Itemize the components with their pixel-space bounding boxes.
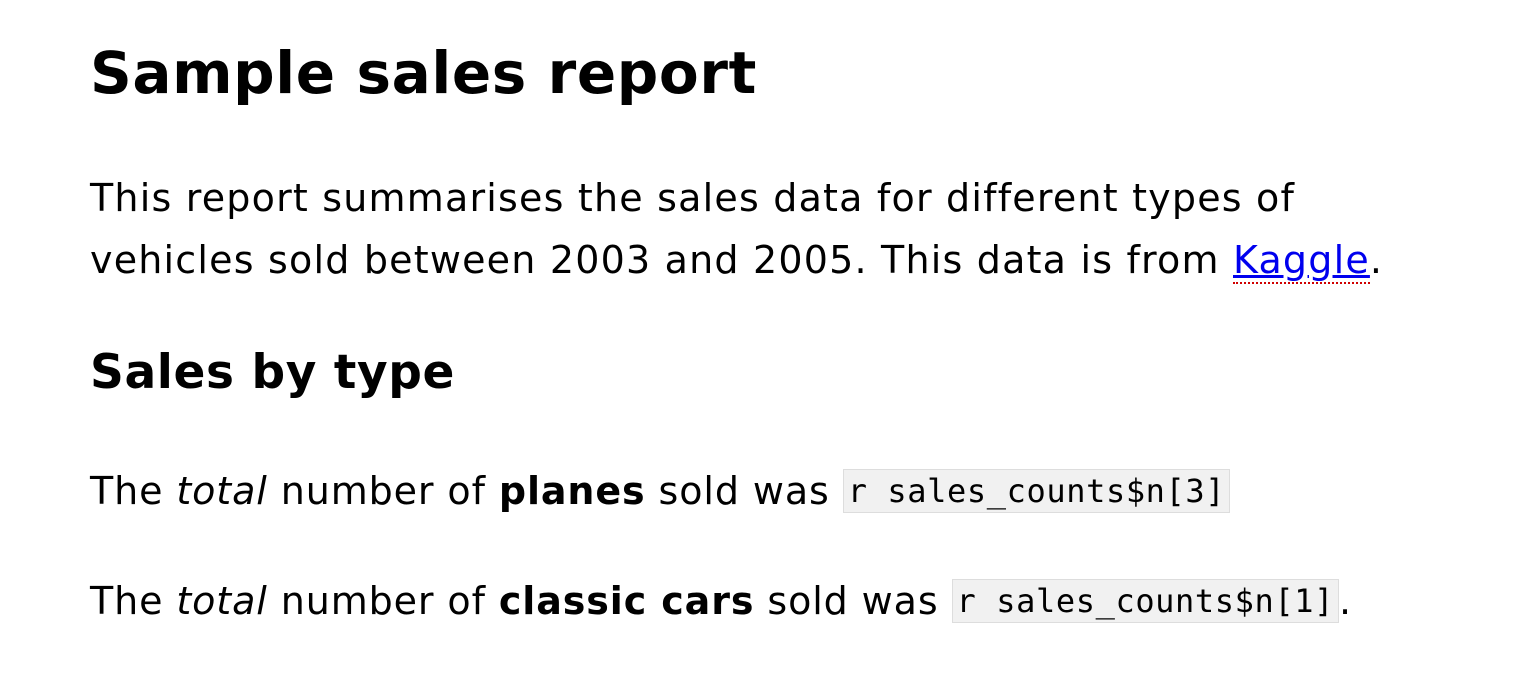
stat-middle: number of [267, 579, 499, 623]
intro-line-2-text: vehicles sold between 2003 and 2005. Thi… [90, 238, 1233, 282]
stat-middle: number of [267, 469, 499, 513]
intro-paragraph: This report summarises the sales data fo… [90, 167, 1490, 291]
intro-line-2: vehicles sold between 2003 and 2005. Thi… [90, 229, 1490, 291]
stat-emphasis: total [176, 469, 268, 513]
stat-suffix: sold was [754, 579, 952, 623]
stat-prefix: The [90, 469, 177, 513]
stat-end: . [1338, 579, 1352, 623]
inline-code: r sales_counts$n[3] [842, 469, 1231, 513]
kaggle-link-text[interactable]: Kaggle [1233, 238, 1370, 284]
stat-item: classic cars [498, 579, 755, 623]
stat-classic-cars: The total number of classic cars sold wa… [90, 576, 1352, 626]
kaggle-link[interactable]: Kaggle [1233, 238, 1370, 284]
stat-emphasis: total [176, 579, 268, 623]
inline-code: r sales_counts$n[1] [951, 579, 1339, 623]
stat-planes: The total number of planes sold was r sa… [90, 466, 1231, 516]
stat-suffix: sold was [645, 469, 843, 513]
intro-line-2-end: . [1369, 238, 1384, 282]
page-title: Sample sales report [90, 39, 757, 107]
stat-prefix: The [90, 579, 177, 623]
stat-item: planes [498, 469, 646, 513]
section-heading-sales-by-type: Sales by type [90, 345, 455, 400]
intro-line-1: This report summarises the sales data fo… [90, 176, 1296, 220]
